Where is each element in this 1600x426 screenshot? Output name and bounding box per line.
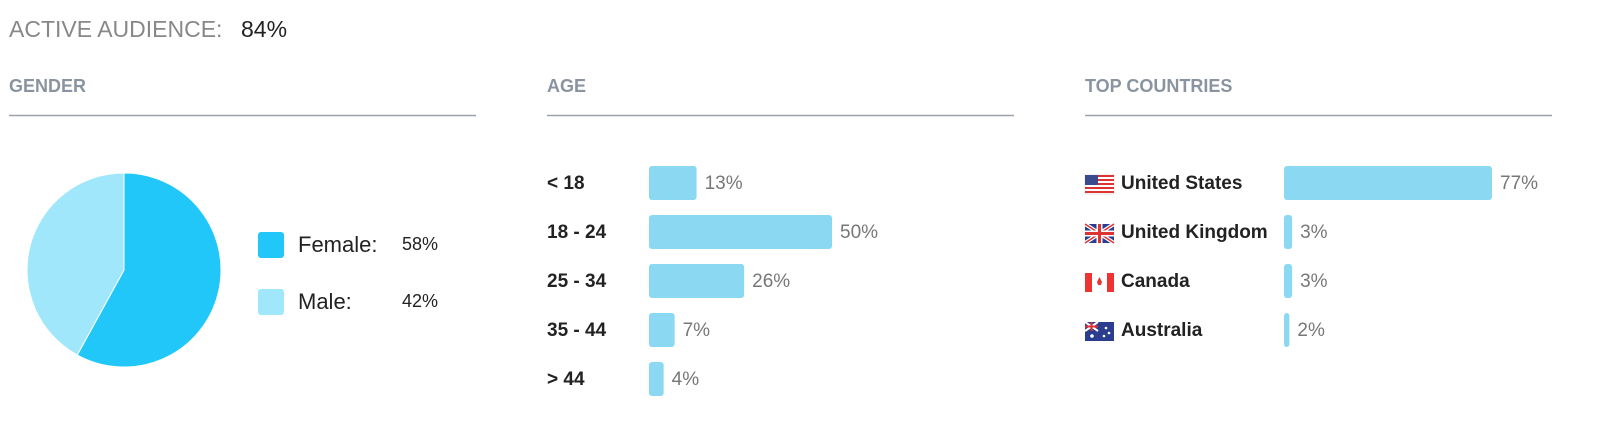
bar	[1284, 215, 1293, 249]
bar	[1284, 264, 1293, 298]
pie-slice	[76, 172, 222, 368]
header-value: 84%	[241, 16, 287, 42]
value-label: 4%	[672, 369, 700, 390]
value-label: 3%	[1300, 222, 1328, 243]
value-label: 3%	[1300, 271, 1328, 292]
category-label: Australia	[1121, 320, 1203, 341]
category-label: < 18	[547, 173, 585, 194]
value-label: 2%	[1297, 320, 1325, 341]
flag-au	[1084, 321, 1114, 341]
category-label: 18 - 24	[547, 222, 607, 243]
category-label: United States	[1121, 173, 1242, 194]
section-title: GENDER	[9, 76, 86, 96]
value-label: 7%	[683, 320, 711, 341]
legend-label: Female:	[298, 232, 377, 257]
value-label: 50%	[840, 222, 878, 243]
category-label: 35 - 44	[547, 320, 607, 341]
bar	[649, 166, 697, 200]
bar	[649, 313, 675, 347]
value-label: 26%	[752, 271, 790, 292]
bar	[1284, 313, 1290, 347]
flag-us	[1084, 174, 1115, 195]
legend-label: Male:	[298, 289, 352, 314]
value-label: 13%	[705, 173, 743, 194]
section-title: TOP COUNTRIES	[1085, 76, 1232, 96]
bar	[1284, 166, 1492, 200]
bar	[649, 215, 832, 249]
flag-ca	[1085, 273, 1114, 292]
category-label: Canada	[1121, 271, 1190, 292]
legend-value: 58%	[402, 234, 438, 254]
flag-uk	[1083, 222, 1116, 245]
bar	[649, 362, 664, 396]
legend-value: 42%	[402, 291, 438, 311]
legend-swatch	[258, 232, 284, 258]
pie-slice	[26, 172, 125, 356]
header-label: ACTIVE AUDIENCE:	[9, 16, 222, 42]
category-label: 25 - 34	[547, 271, 607, 292]
legend-swatch	[258, 289, 284, 315]
category-label: > 44	[547, 369, 585, 390]
section-title: AGE	[547, 76, 586, 96]
bar	[649, 264, 745, 298]
category-label: United Kingdom	[1121, 222, 1268, 243]
value-label: 77%	[1500, 173, 1538, 194]
